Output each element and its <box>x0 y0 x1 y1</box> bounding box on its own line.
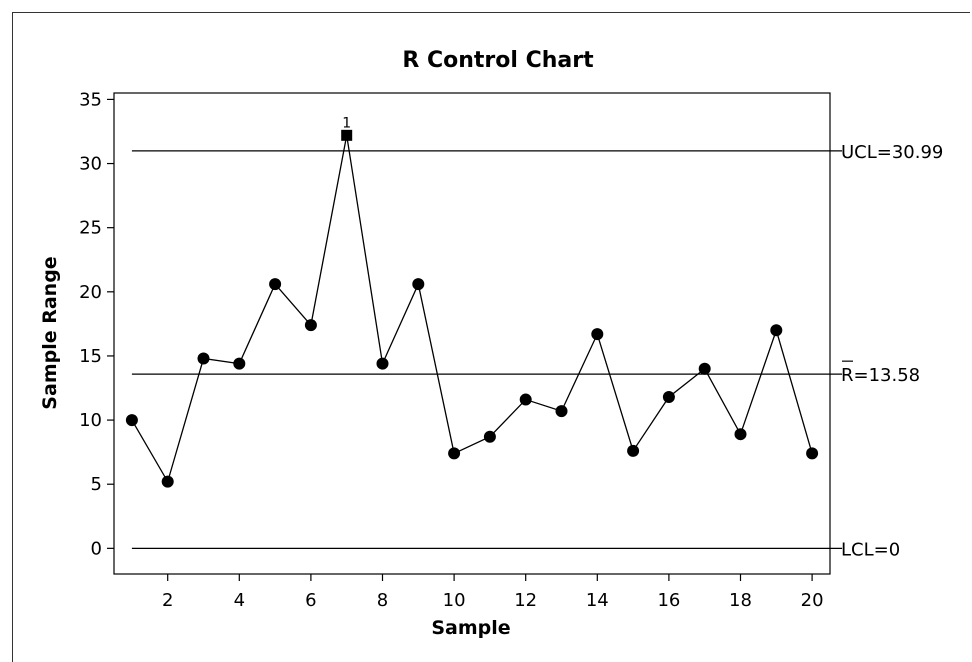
y-tick-label: 15 <box>79 346 102 367</box>
data-point <box>483 430 496 443</box>
x-tick-label: 20 <box>801 590 824 611</box>
y-tick-label: 5 <box>91 474 102 495</box>
x-tick-label: 6 <box>305 590 316 611</box>
y-tick-label: 10 <box>79 410 102 431</box>
y-tick-label: 30 <box>79 154 102 175</box>
x-tick-label: 4 <box>234 590 245 611</box>
x-tick-label: 8 <box>377 590 388 611</box>
series-line <box>131 135 813 484</box>
y-tick-label: 25 <box>79 218 102 239</box>
x-tick-label: 2 <box>162 590 173 611</box>
x-axis-label: Sample <box>431 617 510 639</box>
data-point <box>448 447 461 460</box>
x-tick-label: 14 <box>586 590 609 611</box>
data-point <box>519 393 532 406</box>
data-point <box>233 357 246 370</box>
y-axis-label: Sample Range <box>39 256 61 409</box>
data-point <box>376 357 389 370</box>
data-point <box>662 390 675 403</box>
chart-frame <box>12 12 970 662</box>
data-point <box>161 475 174 488</box>
data-point <box>304 319 317 332</box>
out-of-control-flag: 1 <box>342 115 351 131</box>
center-label: R=13.58 <box>841 365 920 386</box>
data-point <box>698 362 711 375</box>
y-tick-label: 0 <box>91 538 102 559</box>
plot-area <box>113 92 831 575</box>
data-point <box>412 278 425 291</box>
data-point <box>269 278 282 291</box>
lcl-label: LCL=0 <box>841 539 900 560</box>
data-point <box>197 352 210 365</box>
out-of-control-point <box>341 129 353 141</box>
data-point <box>591 328 604 341</box>
data-point <box>627 444 640 457</box>
data-point <box>770 324 783 337</box>
data-point <box>734 428 747 441</box>
data-point <box>555 405 568 418</box>
data-point <box>125 414 138 427</box>
y-tick-label: 20 <box>79 282 102 303</box>
x-tick-label: 10 <box>443 590 466 611</box>
chart-title: R Control Chart <box>402 48 594 73</box>
y-tick-label: 35 <box>79 89 102 110</box>
ucl-label: UCL=30.99 <box>841 142 943 163</box>
x-tick-label: 12 <box>514 590 537 611</box>
data-point <box>806 447 819 460</box>
x-tick-label: 16 <box>657 590 680 611</box>
x-tick-label: 18 <box>729 590 752 611</box>
